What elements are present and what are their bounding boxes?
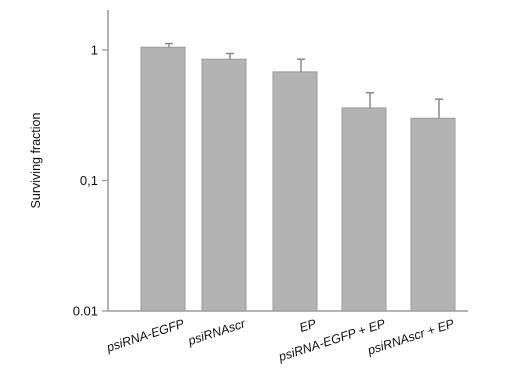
bar bbox=[272, 71, 318, 312]
bar bbox=[201, 58, 247, 312]
y-tick-label: 0,1 bbox=[80, 173, 98, 188]
y-tick-label: 1 bbox=[91, 43, 98, 58]
y-axis-title: Surviving fraction bbox=[29, 113, 43, 209]
y-ticks: 1 0,1 0.01 bbox=[73, 43, 108, 319]
bar bbox=[410, 117, 456, 312]
y-tick-label: 0.01 bbox=[73, 304, 98, 319]
x-tick-label: EP bbox=[298, 316, 319, 335]
bars bbox=[140, 46, 456, 312]
bar bbox=[341, 107, 387, 312]
bar bbox=[140, 46, 186, 312]
error-bars bbox=[165, 42, 443, 119]
x-tick-label: psiRNA-EGFP bbox=[104, 316, 187, 355]
x-tick-label: psiRNAscr bbox=[185, 316, 247, 348]
